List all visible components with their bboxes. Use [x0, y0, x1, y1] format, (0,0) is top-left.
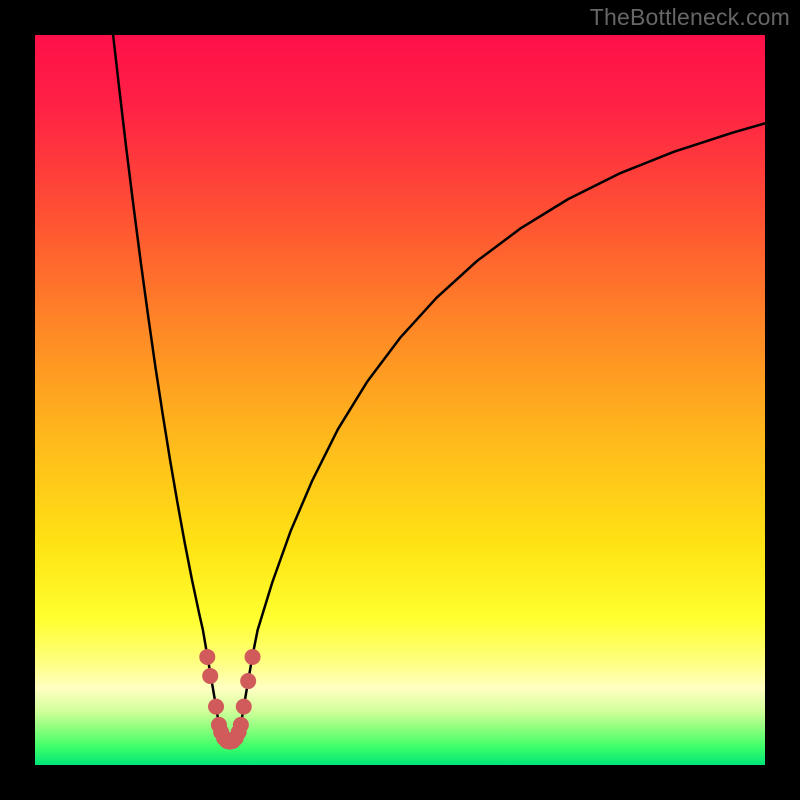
marker-point — [202, 668, 218, 684]
marker-point — [208, 699, 224, 715]
marker-point — [236, 699, 252, 715]
marker-point — [245, 649, 261, 665]
watermark-label: TheBottleneck.com — [590, 4, 790, 31]
marker-point — [240, 673, 256, 689]
bottleneck-chart — [0, 0, 800, 800]
chart-frame: TheBottleneck.com — [0, 0, 800, 800]
marker-point — [199, 649, 215, 665]
plot-background — [35, 35, 765, 765]
marker-point — [233, 717, 249, 733]
